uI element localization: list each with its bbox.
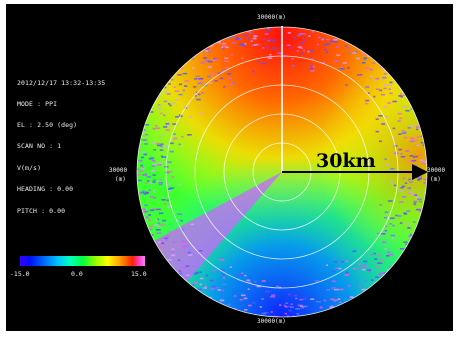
- datetime-label: 2012/12/17 13:32-13:35: [17, 79, 106, 87]
- colorbar-max-label: 15.0: [131, 270, 147, 278]
- heading-label: HEADING : 0.00: [17, 185, 74, 193]
- scan-number-label: SCAN NO : 1: [17, 142, 62, 150]
- radar-ppi-plot: [136, 26, 428, 318]
- velocity-colorbar: [20, 256, 145, 266]
- left-axis-unit: (m): [115, 176, 126, 183]
- range-label: 30km: [316, 150, 376, 172]
- mode-label: MODE : PPI: [17, 100, 58, 108]
- radar-display-frame: 2012/12/17 13:32-13:35 MODE : PPI EL : 2…: [6, 4, 453, 331]
- elevation-label: EL : 2.50 (deg): [17, 121, 78, 129]
- right-axis-value: 30000: [427, 167, 446, 174]
- right-axis-unit: (m): [430, 176, 441, 183]
- variable-label: V(m/s): [17, 164, 42, 172]
- left-axis-value: 30000: [109, 167, 128, 174]
- top-axis-label: 30000(m): [257, 14, 286, 21]
- bottom-axis-label: 30000(m): [257, 318, 286, 325]
- pitch-label: PITCH : 0.00: [17, 207, 66, 215]
- colorbar-min-label: -15.0: [10, 270, 30, 278]
- colorbar-mid-label: 0.0: [71, 270, 83, 278]
